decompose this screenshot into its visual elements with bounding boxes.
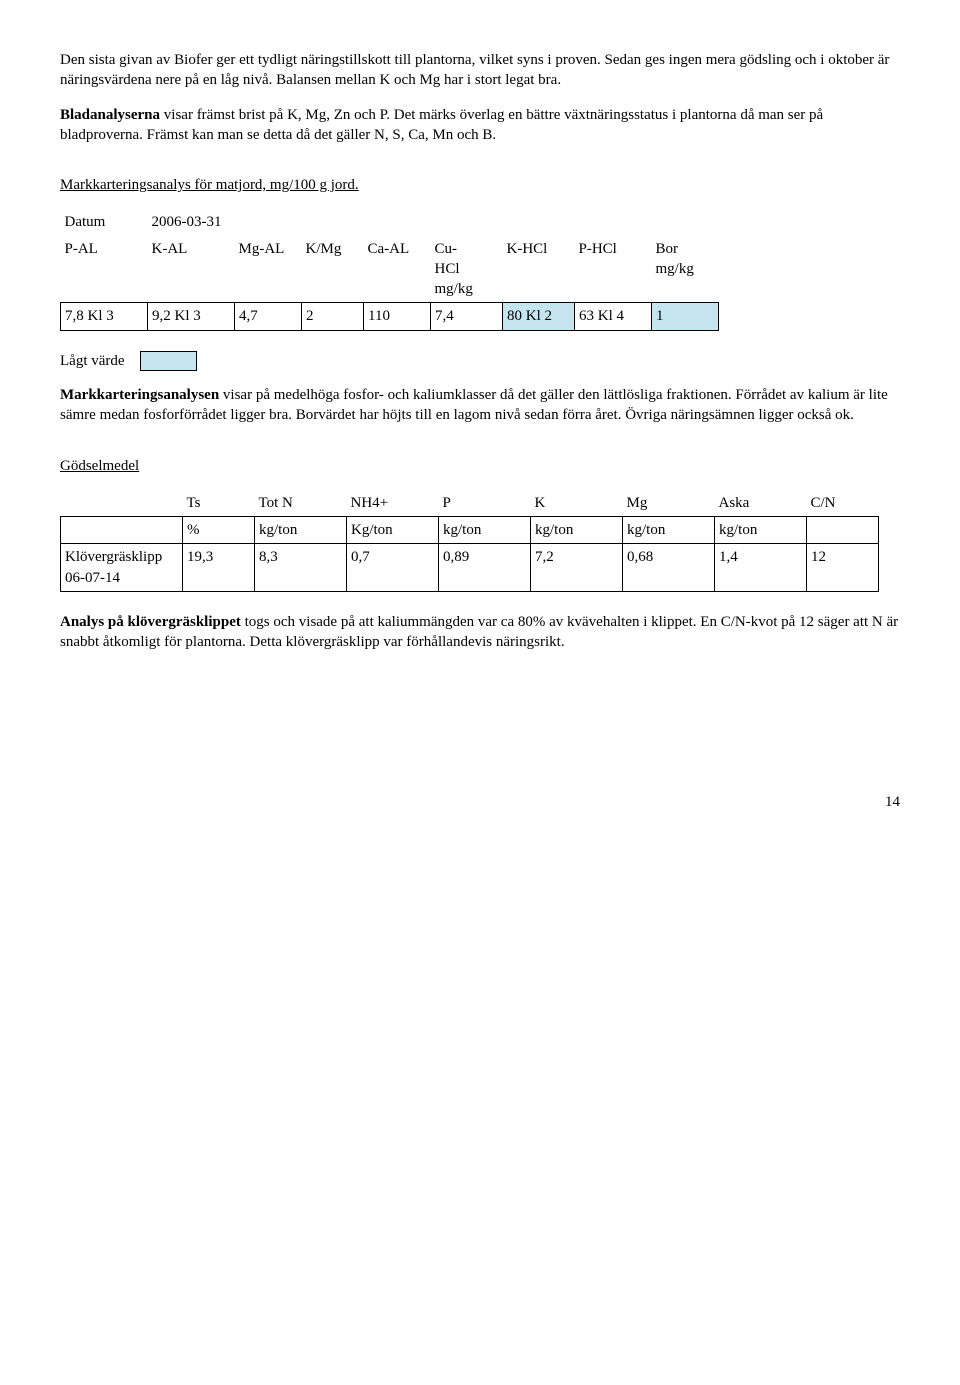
soil-data-cell: 63 Kl 4	[575, 303, 652, 330]
soil-header-row: P-ALK-ALMg-ALK/MgCa-ALCu-HClmg/kgK-HClP-…	[61, 236, 719, 303]
fertilizer-lead: Analys på klövergräsklippet	[60, 614, 241, 630]
soil-header-cell: K/Mg	[302, 236, 364, 303]
soil-header-cell: P-AL	[61, 236, 148, 303]
soil-date-label: Datum	[61, 209, 148, 235]
fert-data-cell: 1,4	[715, 544, 807, 592]
soil-analysis-title: Markkarteringsanalys för matjord, mg/100…	[60, 175, 900, 195]
soil-date-value: 2006-03-31	[148, 209, 719, 235]
soil-data-row: 7,8 Kl 39,2 Kl 34,721107,480 Kl 263 Kl 4…	[61, 303, 719, 330]
fert-data-cell: 0,7	[347, 544, 439, 592]
paragraph-bladanalys: Bladanalyserna visar främst brist på K, …	[60, 105, 900, 146]
legend-row: Lågt värde	[60, 351, 900, 372]
soil-data-cell: 7,4	[431, 303, 503, 330]
soil-analysis-table: Datum 2006-03-31 P-ALK-ALMg-ALK/MgCa-ALC…	[60, 209, 719, 330]
fert-units-cell: kg/ton	[623, 517, 715, 544]
soil-header-cell: Mg-AL	[235, 236, 302, 303]
soil-header-cell: Ca-AL	[364, 236, 431, 303]
soil-data-cell: 1	[652, 303, 719, 330]
soil-data-cell: 80 Kl 2	[503, 303, 575, 330]
fertilizer-title: Gödselmedel	[60, 456, 900, 476]
fert-header-cell: K	[531, 490, 623, 517]
paragraph-intro: Den sista givan av Biofer ger ett tydlig…	[60, 50, 900, 91]
fert-header-lead	[61, 490, 183, 517]
fert-data-cell: 0,68	[623, 544, 715, 592]
fert-data-row: Klövergräsklipp 06-07-1419,38,30,70,897,…	[61, 544, 879, 592]
fert-units-row: %kg/tonKg/tonkg/tonkg/tonkg/tonkg/ton	[61, 517, 879, 544]
soil-header-cell: Bormg/kg	[652, 236, 719, 303]
fert-data-cell: 7,2	[531, 544, 623, 592]
soil-data-cell: 110	[364, 303, 431, 330]
fert-units-cell: Kg/ton	[347, 517, 439, 544]
fert-units-lead	[61, 517, 183, 544]
fert-data-cell: 8,3	[255, 544, 347, 592]
fert-units-cell: %	[183, 517, 255, 544]
soil-header-cell: K-HCl	[503, 236, 575, 303]
fert-header-cell: NH4+	[347, 490, 439, 517]
fert-units-cell: kg/ton	[255, 517, 347, 544]
legend-label: Lågt värde	[60, 353, 125, 369]
fert-units-cell: kg/ton	[715, 517, 807, 544]
fert-data-cell: 0,89	[439, 544, 531, 592]
soil-data-cell: 4,7	[235, 303, 302, 330]
soil-data-cell: 9,2 Kl 3	[148, 303, 235, 330]
fert-header-cell: C/N	[807, 490, 879, 517]
paragraph-soil-analysis: Markkarteringsanalysen visar på medelhög…	[60, 385, 900, 426]
fertilizer-table: TsTot NNH4+PKMgAskaC/N %kg/tonKg/tonkg/t…	[60, 490, 879, 592]
fert-row-label: Klövergräsklipp 06-07-14	[61, 544, 183, 592]
fert-header-row: TsTot NNH4+PKMgAskaC/N	[61, 490, 879, 517]
fert-data-cell: 12	[807, 544, 879, 592]
soil-header-cell: P-HCl	[575, 236, 652, 303]
fert-header-cell: P	[439, 490, 531, 517]
legend-color-box	[140, 351, 197, 371]
fert-header-cell: Aska	[715, 490, 807, 517]
fert-header-cell: Tot N	[255, 490, 347, 517]
fert-header-cell: Mg	[623, 490, 715, 517]
page-number: 14	[60, 792, 900, 812]
soil-header-cell: Cu-HClmg/kg	[431, 236, 503, 303]
soil-header-cell: K-AL	[148, 236, 235, 303]
soil-date-row: Datum 2006-03-31	[61, 209, 719, 235]
fert-header-cell: Ts	[183, 490, 255, 517]
paragraph-fertilizer-analysis: Analys på klövergräsklippet togs och vis…	[60, 612, 900, 653]
fert-units-cell	[807, 517, 879, 544]
fert-data-cell: 19,3	[183, 544, 255, 592]
fert-units-cell: kg/ton	[439, 517, 531, 544]
bladanalys-rest: visar främst brist på K, Mg, Zn och P. D…	[60, 107, 823, 143]
bladanalys-lead: Bladanalyserna	[60, 107, 160, 123]
soil-analysis-lead: Markkarteringsanalysen	[60, 387, 219, 403]
soil-data-cell: 7,8 Kl 3	[61, 303, 148, 330]
soil-data-cell: 2	[302, 303, 364, 330]
fert-units-cell: kg/ton	[531, 517, 623, 544]
